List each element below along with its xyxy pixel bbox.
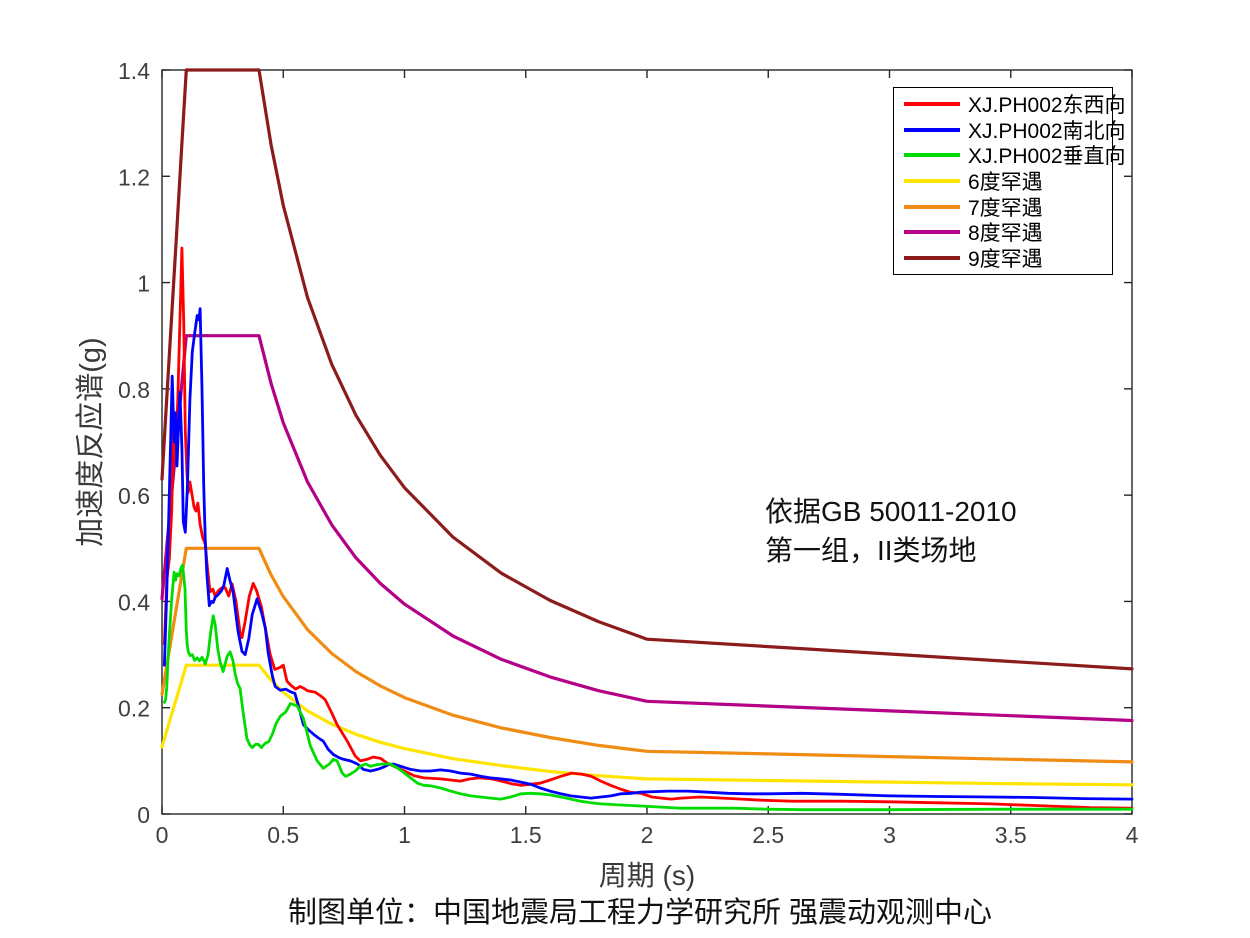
- y-tick-label: 0: [137, 802, 150, 828]
- legend-line-swatch: [904, 256, 960, 261]
- x-tick-label: 1: [398, 822, 411, 848]
- legend-label: 7度罕遇: [968, 196, 1043, 220]
- x-tick-label: 0: [156, 822, 169, 848]
- x-tick-label: 2: [641, 822, 654, 848]
- y-tick-label: 0.2: [118, 696, 150, 722]
- legend-label: XJ.PH002南北向: [968, 119, 1126, 143]
- legend: XJ.PH002东西向 XJ.PH002南北向 XJ.PH002垂直向 6度罕遇 7度罕…: [893, 87, 1126, 275]
- annotation-text: 依据GB 50011-2010 第一组，II类场地: [765, 492, 1017, 570]
- series-line-recorded-spectrum: [162, 307, 1134, 801]
- legend-entry: 9度罕遇: [894, 246, 1112, 272]
- legend-line-swatch: [904, 101, 960, 106]
- y-tick-label: 1.2: [118, 164, 150, 190]
- x-tick-label: 3.5: [995, 822, 1027, 848]
- series-line-design-spectrum: [160, 546, 1134, 764]
- series-line-design-spectrum: [160, 68, 1134, 671]
- legend-entry: 6度罕遇: [894, 169, 1112, 194]
- series-line-recorded-spectrum: [162, 563, 1134, 812]
- series-line-design-spectrum: [160, 663, 1134, 787]
- series-line-design-spectrum: [160, 334, 1134, 723]
- legend-entry: XJ.PH002垂直向: [894, 143, 1126, 168]
- legend-line-swatch: [904, 127, 960, 132]
- y-tick-label: 0.8: [118, 377, 150, 403]
- legend-line-swatch: [904, 153, 960, 158]
- legend-line-swatch: [904, 204, 960, 209]
- legend-label: XJ.PH002垂直向: [968, 145, 1126, 169]
- annotation-line-1: 依据GB 50011-2010: [765, 496, 1017, 527]
- y-tick-label: 0.6: [118, 483, 150, 509]
- y-tick-label: 1.4: [118, 58, 150, 84]
- y-tick-label: 1: [137, 271, 150, 297]
- legend-label: 9度罕遇: [968, 248, 1043, 272]
- x-tick-label: 4: [1126, 822, 1139, 848]
- legend-label: XJ.PH002东西向: [968, 93, 1126, 117]
- legend-entry: 8度罕遇: [894, 220, 1112, 246]
- legend-entry: XJ.PH002东西向: [894, 92, 1126, 117]
- y-tick-label: 0.4: [118, 589, 150, 615]
- annotation-line-2: 第一组，II类场地: [765, 535, 977, 566]
- legend-entry: 7度罕遇: [894, 195, 1112, 220]
- x-tick-label: 3: [883, 822, 896, 848]
- x-tick-label: 0.5: [267, 822, 299, 848]
- legend-label: 6度罕遇: [968, 170, 1043, 194]
- y-axis-label: 加速度反应谱(g): [75, 337, 107, 547]
- legend-line-swatch: [904, 178, 960, 183]
- figure-caption: 制图单位：中国地震局工程力学研究所 强震动观测中心: [287, 897, 993, 929]
- x-tick-label: 2.5: [752, 822, 784, 848]
- legend-entry: XJ.PH002南北向: [894, 118, 1126, 143]
- legend-line-swatch: [904, 230, 960, 235]
- x-tick-label: 1.5: [510, 822, 542, 848]
- legend-label: 8度罕遇: [968, 222, 1043, 246]
- x-axis-label: 周期 (s): [598, 860, 696, 891]
